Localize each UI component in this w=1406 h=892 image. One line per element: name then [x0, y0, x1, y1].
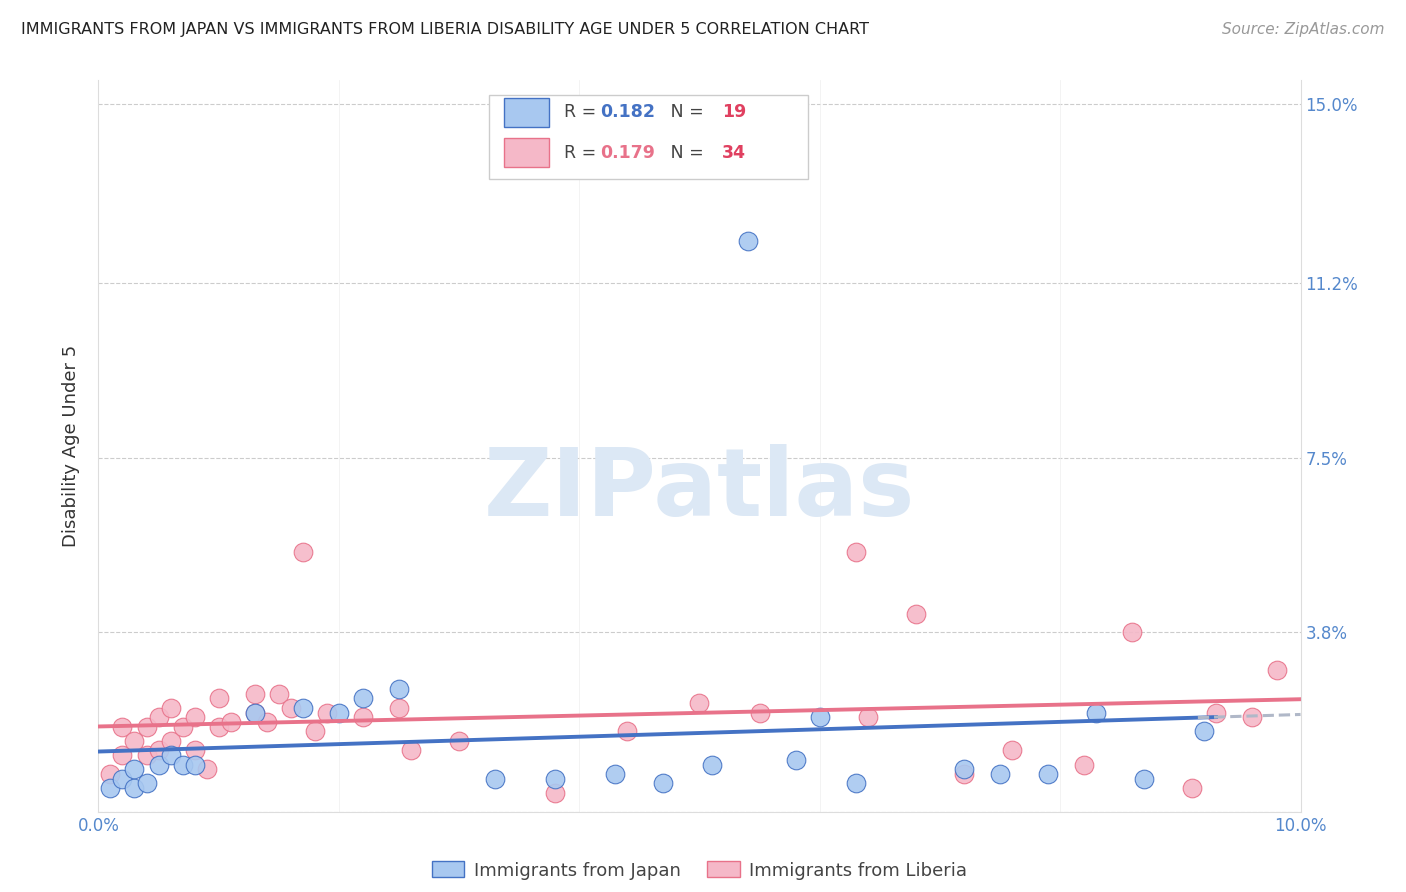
- Point: [208, 691, 231, 706]
- FancyBboxPatch shape: [489, 95, 807, 179]
- Point: [256, 714, 278, 729]
- Point: [159, 701, 181, 715]
- Point: [328, 706, 350, 720]
- Text: 0.182: 0.182: [600, 103, 655, 121]
- Point: [135, 720, 157, 734]
- Point: [195, 762, 218, 776]
- Point: [352, 710, 374, 724]
- Text: R =: R =: [564, 144, 602, 161]
- Point: [856, 710, 879, 724]
- Point: [1073, 757, 1095, 772]
- Point: [388, 681, 411, 696]
- Point: [737, 234, 759, 248]
- Point: [124, 734, 146, 748]
- Point: [544, 786, 567, 800]
- Point: [388, 701, 411, 715]
- Text: 19: 19: [723, 103, 747, 121]
- Point: [172, 720, 194, 734]
- Point: [845, 776, 868, 790]
- Point: [135, 776, 157, 790]
- Point: [785, 753, 807, 767]
- Point: [399, 743, 422, 757]
- Point: [183, 757, 205, 772]
- Point: [1205, 706, 1227, 720]
- Y-axis label: Disability Age Under 5: Disability Age Under 5: [62, 345, 80, 547]
- Point: [135, 748, 157, 763]
- Point: [291, 545, 314, 559]
- Point: [808, 710, 831, 724]
- Point: [605, 767, 627, 781]
- Text: N =: N =: [654, 103, 709, 121]
- Point: [616, 724, 638, 739]
- Point: [243, 706, 266, 720]
- Point: [315, 706, 337, 720]
- Point: [447, 734, 470, 748]
- Text: ZIPatlas: ZIPatlas: [484, 444, 915, 536]
- Point: [148, 743, 170, 757]
- Point: [243, 687, 266, 701]
- Point: [652, 776, 675, 790]
- Text: 34: 34: [723, 144, 747, 161]
- Point: [219, 714, 242, 729]
- Point: [243, 706, 266, 720]
- Point: [208, 720, 231, 734]
- FancyBboxPatch shape: [503, 97, 550, 127]
- Text: IMMIGRANTS FROM JAPAN VS IMMIGRANTS FROM LIBERIA DISABILITY AGE UNDER 5 CORRELAT: IMMIGRANTS FROM JAPAN VS IMMIGRANTS FROM…: [21, 22, 869, 37]
- Point: [988, 767, 1011, 781]
- Point: [1121, 625, 1143, 640]
- Point: [953, 767, 976, 781]
- Point: [689, 696, 711, 710]
- Point: [100, 781, 122, 796]
- Point: [183, 743, 205, 757]
- Text: 0.179: 0.179: [600, 144, 655, 161]
- Point: [148, 710, 170, 724]
- Legend: Immigrants from Japan, Immigrants from Liberia: Immigrants from Japan, Immigrants from L…: [425, 855, 974, 887]
- Point: [111, 748, 134, 763]
- Point: [1241, 710, 1264, 724]
- Point: [1133, 772, 1156, 786]
- Point: [172, 757, 194, 772]
- Point: [100, 767, 122, 781]
- Text: N =: N =: [654, 144, 709, 161]
- Point: [352, 691, 374, 706]
- Point: [904, 607, 927, 621]
- Point: [1265, 663, 1288, 677]
- Point: [124, 781, 146, 796]
- Point: [845, 545, 868, 559]
- Point: [159, 734, 181, 748]
- Point: [183, 710, 205, 724]
- Point: [1194, 724, 1216, 739]
- Point: [159, 748, 181, 763]
- Point: [748, 706, 770, 720]
- Point: [280, 701, 302, 715]
- Point: [111, 720, 134, 734]
- Point: [291, 701, 314, 715]
- Point: [124, 762, 146, 776]
- Point: [1001, 743, 1024, 757]
- FancyBboxPatch shape: [503, 138, 550, 167]
- Point: [544, 772, 567, 786]
- Point: [700, 757, 723, 772]
- Point: [1181, 781, 1204, 796]
- Point: [484, 772, 506, 786]
- Point: [1036, 767, 1059, 781]
- Point: [304, 724, 326, 739]
- Point: [111, 772, 134, 786]
- Point: [953, 762, 976, 776]
- Point: [1085, 706, 1108, 720]
- Point: [267, 687, 290, 701]
- Text: R =: R =: [564, 103, 602, 121]
- Text: Source: ZipAtlas.com: Source: ZipAtlas.com: [1222, 22, 1385, 37]
- Point: [148, 757, 170, 772]
